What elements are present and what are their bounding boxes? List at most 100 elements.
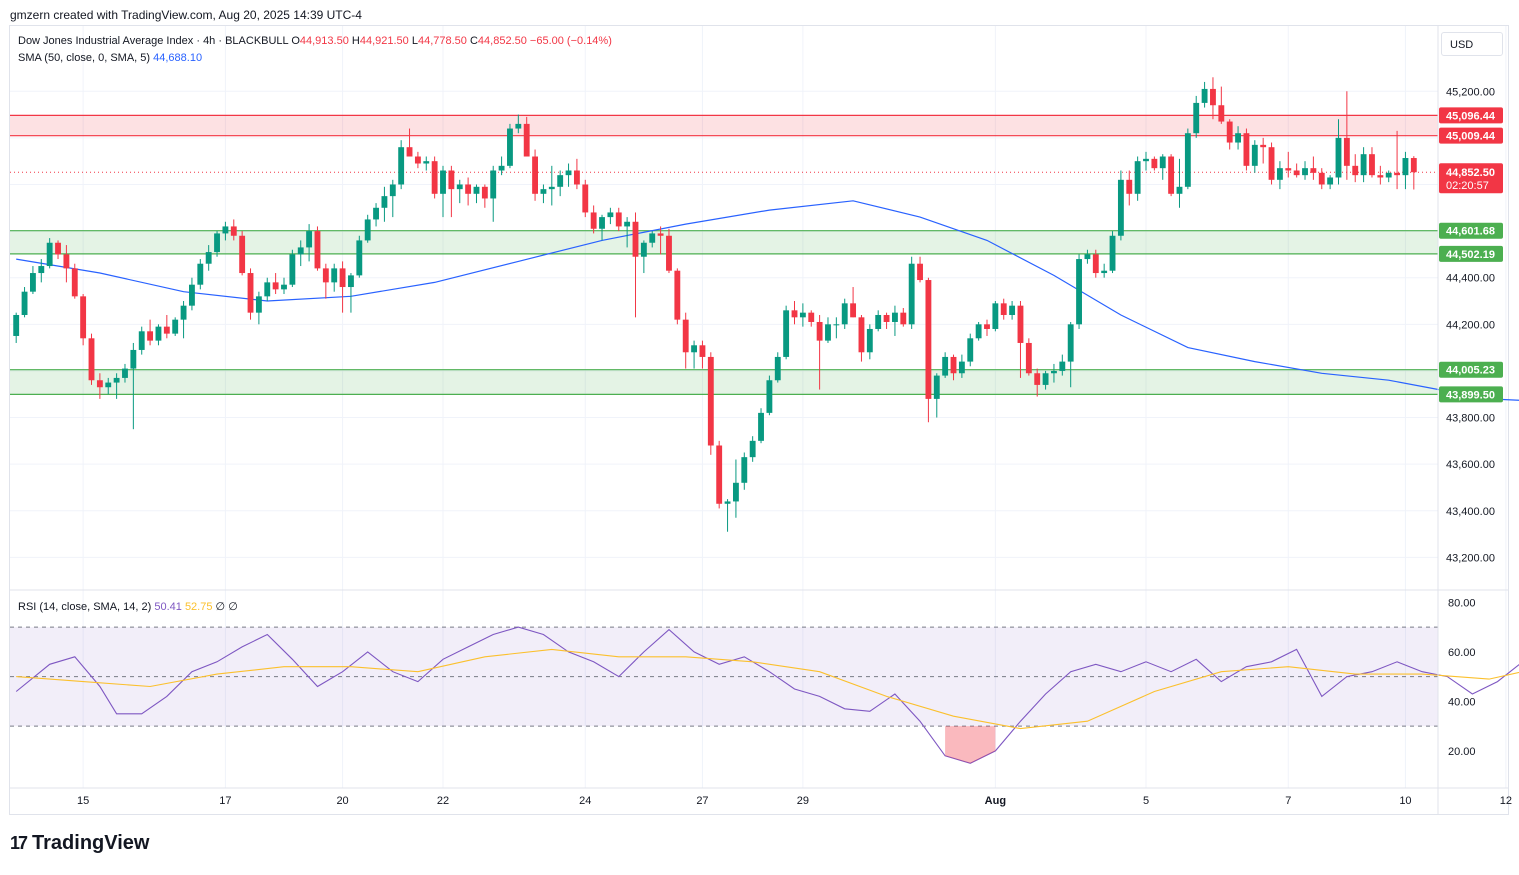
candle-body[interactable] — [666, 235, 672, 271]
symbol-label[interactable]: Dow Jones Industrial Average Index · 4h … — [18, 35, 289, 47]
candle-body[interactable] — [958, 361, 965, 374]
candle-body[interactable] — [356, 240, 363, 276]
candle-body[interactable] — [314, 231, 321, 269]
candle-body[interactable] — [230, 226, 237, 236]
candle-body[interactable] — [1051, 370, 1057, 374]
candle-body[interactable] — [1268, 147, 1275, 180]
candle-body[interactable] — [507, 128, 513, 166]
candle-body[interactable] — [749, 440, 756, 458]
candle-body[interactable] — [1134, 161, 1141, 194]
candle-body[interactable] — [1201, 88, 1208, 103]
candle-body[interactable] — [548, 186, 555, 190]
candle-body[interactable] — [423, 161, 430, 164]
candle-body[interactable] — [1360, 154, 1367, 176]
candle-body[interactable] — [1092, 254, 1099, 274]
candle-body[interactable] — [1176, 186, 1183, 194]
candle-body[interactable] — [1184, 133, 1191, 187]
candle-body[interactable] — [942, 356, 949, 376]
candle-body[interactable] — [71, 268, 78, 297]
candle-body[interactable] — [348, 275, 354, 288]
candle-body[interactable] — [1402, 158, 1409, 176]
candle-body[interactable] — [481, 186, 488, 199]
candle-body[interactable] — [540, 189, 547, 194]
candle-body[interactable] — [406, 147, 413, 157]
candle-body[interactable] — [306, 231, 313, 248]
candle-body[interactable] — [716, 445, 723, 504]
candle-body[interactable] — [565, 170, 572, 176]
candle-body[interactable] — [105, 382, 112, 388]
candle-body[interactable] — [155, 326, 162, 341]
candle-body[interactable] — [766, 380, 773, 413]
candle-body[interactable] — [1385, 172, 1392, 178]
candle-body[interactable] — [917, 263, 923, 281]
candle-body[interactable] — [875, 314, 882, 329]
resistance-zone[interactable] — [10, 115, 1438, 136]
candle-body[interactable] — [88, 338, 95, 381]
candle-body[interactable] — [1009, 305, 1016, 315]
sma-line[interactable] — [16, 200, 1519, 401]
candle-body[interactable] — [590, 212, 597, 229]
candle-body[interactable] — [1042, 373, 1049, 385]
candle-body[interactable] — [398, 147, 405, 185]
candle-body[interactable] — [1109, 235, 1116, 271]
candle-body[interactable] — [632, 221, 639, 257]
candle-body[interactable] — [414, 156, 421, 164]
candle-body[interactable] — [272, 282, 279, 290]
candle-body[interactable] — [373, 207, 379, 220]
candle-body[interactable] — [892, 312, 898, 322]
candle-body[interactable] — [197, 263, 204, 285]
candle-body[interactable] — [1352, 165, 1359, 176]
candle-body[interactable] — [1084, 254, 1091, 260]
candle-body[interactable] — [214, 233, 220, 253]
candle-body[interactable] — [389, 184, 396, 197]
rsi-ma-line[interactable] — [16, 632, 1519, 730]
candle-body[interactable] — [523, 123, 530, 157]
candle-body[interactable] — [624, 221, 631, 227]
candle-body[interactable] — [1101, 270, 1108, 274]
candle-body[interactable] — [791, 310, 798, 318]
candle-body[interactable] — [172, 319, 179, 334]
candle-body[interactable] — [13, 314, 20, 336]
candle-body[interactable] — [967, 338, 974, 362]
candle-body[interactable] — [1260, 144, 1267, 148]
candle-body[interactable] — [1293, 170, 1300, 176]
candle-body[interactable] — [364, 219, 371, 241]
candle-body[interactable] — [783, 310, 790, 357]
candle-body[interactable] — [1193, 102, 1200, 134]
candle-body[interactable] — [657, 233, 664, 236]
candle-body[interactable] — [699, 345, 706, 357]
candle-body[interactable] — [741, 457, 748, 483]
candle-body[interactable] — [515, 123, 522, 129]
candle-body[interactable] — [1151, 158, 1158, 169]
candle-body[interactable] — [758, 412, 764, 441]
candle-body[interactable] — [866, 328, 873, 353]
candle-body[interactable] — [1394, 172, 1401, 176]
candle-body[interactable] — [1143, 158, 1149, 162]
candle-body[interactable] — [490, 170, 497, 199]
candle-body[interactable] — [808, 312, 815, 322]
candle-body[interactable] — [46, 242, 53, 267]
candle-body[interactable] — [163, 326, 170, 334]
candle-body[interactable] — [1285, 168, 1292, 171]
candle-body[interactable] — [96, 380, 103, 388]
candle-body[interactable] — [38, 266, 45, 274]
candle-body[interactable] — [113, 377, 120, 383]
candle-body[interactable] — [339, 268, 346, 288]
candle-body[interactable] — [80, 296, 87, 339]
candle-body[interactable] — [774, 356, 781, 381]
candle-body[interactable] — [147, 331, 154, 341]
candle-body[interactable] — [582, 184, 589, 213]
candle-body[interactable] — [925, 280, 932, 399]
candle-body[interactable] — [1034, 373, 1041, 385]
candle-body[interactable] — [900, 312, 907, 325]
candle-body[interactable] — [381, 196, 388, 208]
candle-body[interactable] — [180, 305, 187, 320]
candle-body[interactable] — [473, 186, 480, 194]
candle-body[interactable] — [1000, 303, 1007, 315]
candle-body[interactable] — [431, 161, 438, 194]
support-zone[interactable] — [10, 369, 1438, 395]
candle-body[interactable] — [1076, 259, 1082, 325]
candle-body[interactable] — [649, 233, 656, 243]
support-zone[interactable] — [10, 230, 1438, 254]
